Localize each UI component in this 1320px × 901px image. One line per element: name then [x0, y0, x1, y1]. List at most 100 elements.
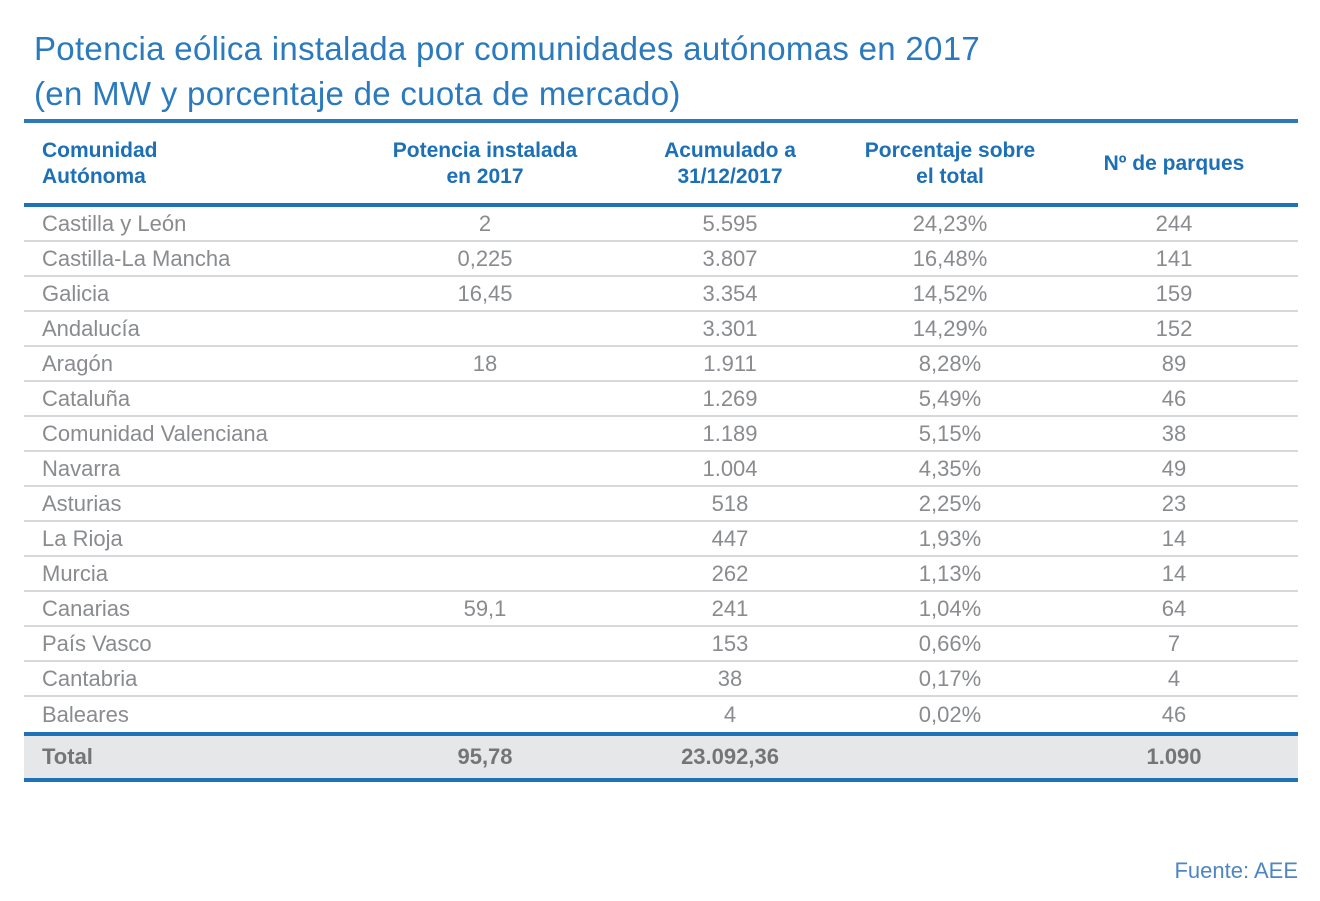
column-header-parques: Nº de parques — [1103, 152, 1245, 175]
cell-parks: 244 — [1155, 210, 1193, 236]
source-label: Fuente: AEE — [1174, 858, 1298, 883]
cell-accumulated: 262 — [711, 560, 749, 586]
total-divider-bottom — [24, 778, 1298, 782]
table-row: Asturias 518 2,25% 23 — [24, 487, 1298, 522]
cell-community: Castilla-La Mancha — [42, 245, 231, 271]
cell-parks: 89 — [1161, 350, 1187, 376]
cell-share: 1,04% — [918, 595, 982, 621]
total-divider-top — [24, 732, 1298, 736]
column-header-potencia: Potencia instalada en 2017 — [392, 139, 578, 188]
cell-share: 1,13% — [918, 560, 982, 586]
cell-community: Canarias — [42, 595, 131, 621]
cell-accumulated: 1.269 — [702, 385, 758, 411]
cell-parks: 38 — [1161, 420, 1187, 446]
table-body: Castilla y León 2 5.595 24,23% 244 Casti… — [24, 207, 1298, 732]
cell-accumulated: 3.807 — [702, 245, 758, 271]
cell-accumulated: 3.301 — [702, 315, 758, 341]
table-total-row: Total 95,78 23.092,36 1.090 — [24, 736, 1298, 778]
table-row: Murcia 262 1,13% 14 — [24, 557, 1298, 592]
total-parks: 1.090 — [1146, 744, 1202, 769]
cell-accumulated: 38 — [717, 665, 743, 691]
table-row: Canarias 59,1 241 1,04% 64 — [24, 592, 1298, 627]
cell-installed-2017: 0,225 — [457, 245, 513, 271]
cell-community: Aragón — [42, 350, 113, 376]
cell-parks: 64 — [1161, 595, 1187, 621]
cell-share: 24,23% — [912, 210, 988, 236]
cell-share: 1,93% — [918, 525, 982, 551]
column-header-porcentaje: Porcentaje sobre el total — [864, 139, 1036, 188]
cell-community: Castilla y León — [42, 210, 187, 236]
table-row: Comunidad Valenciana 1.189 5,15% 38 — [24, 417, 1298, 452]
cell-community: Navarra — [42, 455, 121, 481]
table-row: Aragón 18 1.911 8,28% 89 — [24, 347, 1298, 382]
table-row: Cataluña 1.269 5,49% 46 — [24, 382, 1298, 417]
cell-share: 0,66% — [918, 630, 982, 656]
page-title: Potencia eólica instalada por comunidade… — [34, 26, 1290, 116]
cell-accumulated: 1.189 — [702, 420, 758, 446]
cell-accumulated: 4 — [723, 701, 737, 727]
cell-community: Baleares — [42, 701, 129, 727]
cell-accumulated: 241 — [711, 595, 749, 621]
total-installed-2017: 95,78 — [457, 744, 513, 769]
cell-parks: 14 — [1161, 560, 1187, 586]
table-row: Galicia 16,45 3.354 14,52% 159 — [24, 277, 1298, 312]
cell-parks: 46 — [1161, 701, 1187, 727]
table-row: Andalucía 3.301 14,29% 152 — [24, 312, 1298, 347]
cell-accumulated: 447 — [711, 525, 749, 551]
table-row: Castilla-La Mancha 0,225 3.807 16,48% 14… — [24, 242, 1298, 277]
cell-parks: 49 — [1161, 455, 1187, 481]
cell-parks: 46 — [1161, 385, 1187, 411]
total-accumulated: 23.092,36 — [681, 744, 779, 769]
cell-share: 5,15% — [918, 420, 982, 446]
header-divider — [24, 203, 1298, 207]
cell-share: 14,29% — [912, 315, 988, 341]
cell-community: Cataluña — [42, 385, 131, 411]
cell-share: 5,49% — [918, 385, 982, 411]
cell-share: 8,28% — [918, 350, 982, 376]
cell-accumulated: 153 — [711, 630, 749, 656]
cell-parks: 159 — [1155, 280, 1193, 306]
cell-accumulated: 1.911 — [703, 350, 757, 376]
cell-installed-2017: 59,1 — [463, 595, 507, 621]
cell-share: 4,35% — [918, 455, 982, 481]
table-row: País Vasco 153 0,66% 7 — [24, 627, 1298, 662]
page-title-line1: Potencia eólica instalada por comunidade… — [34, 30, 981, 67]
cell-share: 16,48% — [912, 245, 988, 271]
cell-community: Comunidad Valenciana — [42, 420, 268, 446]
cell-parks: 7 — [1167, 630, 1181, 656]
cell-community: Murcia — [42, 560, 109, 586]
cell-installed-2017: 18 — [472, 350, 498, 376]
cell-installed-2017: 16,45 — [457, 280, 513, 306]
cell-community: Galicia — [42, 280, 110, 306]
table-row: La Rioja 447 1,93% 14 — [24, 522, 1298, 557]
cell-accumulated: 5.595 — [702, 210, 758, 236]
table-header-row: Comunidad Autónoma Potencia instalada en… — [24, 123, 1298, 203]
data-table: Comunidad Autónoma Potencia instalada en… — [24, 123, 1298, 782]
table-row: Castilla y León 2 5.595 24,23% 244 — [24, 207, 1298, 242]
divider-top — [24, 119, 1298, 123]
cell-community: Cantabria — [42, 665, 138, 691]
table-row: Baleares 4 0,02% 46 — [24, 697, 1298, 732]
cell-community: País Vasco — [42, 630, 152, 656]
cell-share: 2,25% — [918, 490, 982, 516]
cell-share: 14,52% — [912, 280, 988, 306]
cell-accumulated: 3.354 — [702, 280, 758, 306]
cell-parks: 4 — [1167, 665, 1181, 691]
page-title-line2: (en MW y porcentaje de cuota de mercado) — [34, 75, 681, 112]
column-header-acumulado: Acumulado a 31/12/2017 — [664, 139, 796, 188]
cell-parks: 23 — [1161, 490, 1187, 516]
cell-accumulated: 518 — [711, 490, 749, 516]
cell-accumulated: 1.004 — [702, 455, 758, 481]
cell-installed-2017: 2 — [478, 210, 492, 236]
table-row: Cantabria 38 0,17% 4 — [24, 662, 1298, 697]
cell-community: Asturias — [42, 490, 122, 516]
cell-community: Andalucía — [42, 315, 140, 341]
total-label: Total — [42, 744, 93, 769]
cell-parks: 14 — [1161, 525, 1187, 551]
cell-share: 0,02% — [918, 701, 982, 727]
cell-parks: 152 — [1155, 315, 1193, 341]
cell-parks: 141 — [1155, 245, 1193, 271]
table-row: Navarra 1.004 4,35% 49 — [24, 452, 1298, 487]
infographic-table: Potencia eólica instalada por comunidade… — [0, 26, 1320, 901]
column-header-comunidad: Comunidad Autónoma — [42, 139, 158, 188]
